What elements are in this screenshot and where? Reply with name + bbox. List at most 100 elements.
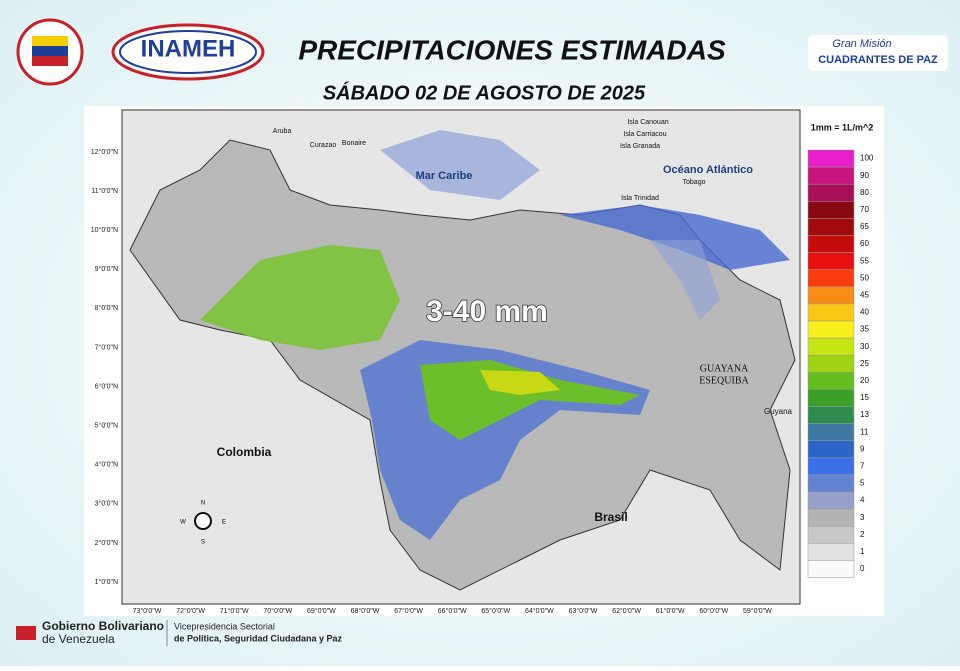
title: PRECIPITACIONES ESTIMADAS bbox=[298, 34, 726, 65]
island-label: Bonaire bbox=[342, 140, 366, 147]
lat-label: 12°0'0"N bbox=[91, 148, 118, 156]
flag-stripe bbox=[32, 56, 68, 66]
legend-swatch bbox=[807, 560, 855, 578]
flag-stripe bbox=[32, 36, 68, 46]
lat-label: 6°0'0"N bbox=[95, 382, 118, 390]
legend-label: 0 bbox=[860, 564, 865, 573]
footer-text: de Venezuela bbox=[42, 632, 115, 646]
compass-label: W bbox=[180, 520, 186, 526]
legend-swatch bbox=[807, 474, 855, 493]
inameh-ring bbox=[119, 30, 257, 74]
region-label: GUAYANA bbox=[700, 363, 749, 374]
legend-label: 55 bbox=[860, 256, 869, 265]
inameh-text: INAMEH bbox=[141, 35, 236, 62]
lat-axis: 12°0'0"N 11°0'0"N 10°0'0"N 9°0'0"N 8°0'0"N 7°… bbox=[91, 148, 118, 586]
island-label: Isla Carriacou bbox=[623, 131, 666, 138]
lat-label: 5°0'0"N bbox=[95, 422, 118, 430]
island-label: Tobago bbox=[683, 179, 706, 186]
legend-swatch bbox=[807, 389, 855, 407]
region-label: ESEQUIBA bbox=[699, 375, 749, 386]
legend-swatch bbox=[807, 235, 855, 253]
rain-area bbox=[420, 360, 640, 440]
legend-swatch bbox=[807, 337, 855, 356]
legend-label: 25 bbox=[860, 359, 869, 368]
country-label: Colombia bbox=[217, 445, 272, 459]
country-label: Brasil bbox=[594, 510, 627, 524]
lon-axis: 73°0'0"W 72°0'0"W 71°0'0"W 70°0'0"W 69°0'0"W… bbox=[133, 607, 773, 615]
gov-flag bbox=[16, 626, 36, 640]
legend-label: 65 bbox=[860, 222, 869, 231]
legend-label: 90 bbox=[860, 171, 869, 180]
legend-swatch bbox=[807, 440, 855, 459]
compass-label: S bbox=[201, 540, 205, 546]
rain-area bbox=[560, 205, 790, 270]
lon-label: 73°0'0"W bbox=[133, 607, 162, 615]
legend-swatch bbox=[807, 457, 855, 476]
lat-label: 8°0'0"N bbox=[95, 304, 118, 312]
lat-label: 7°0'0"N bbox=[95, 343, 118, 351]
island-label: Isla Canouan bbox=[627, 119, 668, 126]
lon-label: 71°0'0"W bbox=[220, 607, 249, 615]
lat-label: 9°0'0"N bbox=[95, 265, 118, 273]
lon-label: 65°0'0"W bbox=[481, 607, 510, 615]
lat-label: 3°0'0"N bbox=[95, 500, 118, 508]
lon-label: 70°0'0"W bbox=[263, 607, 292, 615]
lon-label: 67°0'0"W bbox=[394, 607, 423, 615]
legend-label: 40 bbox=[860, 308, 869, 317]
lat-label: 2°0'0"N bbox=[95, 539, 118, 547]
legend-swatch bbox=[807, 406, 855, 424]
logo-text: CUADRANTES DE PAZ bbox=[818, 54, 938, 66]
compass bbox=[194, 512, 212, 530]
logo-text: Gran Misión bbox=[832, 38, 891, 50]
lon-label: 59°0'0"W bbox=[743, 607, 772, 615]
legend-swatch bbox=[807, 491, 855, 510]
legend-label: 2 bbox=[860, 530, 865, 539]
legend-unit: 1mm = 1L/m^2 bbox=[811, 122, 874, 132]
legend-swatch bbox=[807, 218, 855, 236]
legend-label: 3 bbox=[860, 513, 865, 522]
legend-swatch bbox=[807, 508, 855, 527]
flag-stripe bbox=[32, 46, 68, 56]
lat-label: 1°0'0"N bbox=[95, 578, 118, 586]
lon-label: 69°0'0"W bbox=[307, 607, 336, 615]
lon-label: 61°0'0"W bbox=[656, 607, 685, 615]
lat-label: 10°0'0"N bbox=[91, 226, 118, 234]
footer-text: Gobierno Bolivariano bbox=[42, 619, 164, 633]
legend-label: 9 bbox=[860, 444, 865, 453]
legend-swatch bbox=[807, 269, 855, 288]
island-label: Isla Trinidad bbox=[621, 195, 659, 202]
cuadrantes-logo bbox=[808, 35, 948, 71]
lon-label: 66°0'0"W bbox=[438, 607, 467, 615]
legend-label: 20 bbox=[860, 376, 869, 385]
lon-label: 72°0'0"W bbox=[176, 607, 205, 615]
compass-label: E bbox=[222, 520, 226, 526]
legend-swatch bbox=[807, 303, 855, 322]
island-label: Curazao bbox=[310, 142, 337, 149]
legend-label: 60 bbox=[860, 239, 869, 248]
lon-label: 63°0'0"W bbox=[569, 607, 598, 615]
legend-label: 5 bbox=[860, 479, 865, 488]
rain-area bbox=[650, 240, 720, 320]
legend-swatch bbox=[807, 525, 855, 544]
island-label: Isla Granada bbox=[620, 143, 660, 150]
sea-label: Mar Caribe bbox=[416, 170, 473, 182]
lat-label: 4°0'0"N bbox=[95, 461, 118, 469]
compass-label: N bbox=[201, 501, 205, 507]
legend-swatch bbox=[807, 201, 855, 219]
lon-label: 60°0'0"W bbox=[699, 607, 728, 615]
estimate-label: 3-40 mm bbox=[426, 295, 548, 328]
lon-label: 62°0'0"W bbox=[612, 607, 641, 615]
footer-text: de Política, Seguridad Ciudadana y Paz bbox=[174, 633, 343, 643]
inameh-logo bbox=[111, 23, 265, 81]
legend-label: 1 bbox=[860, 547, 865, 556]
legend-swatch bbox=[807, 252, 855, 270]
legend-label: 50 bbox=[860, 273, 869, 282]
legend-label: 30 bbox=[860, 342, 869, 351]
legend-swatch bbox=[807, 543, 855, 561]
rain-area bbox=[480, 370, 560, 395]
legend-swatch bbox=[807, 423, 855, 441]
legend-label: 4 bbox=[860, 496, 865, 505]
lon-label: 64°0'0"W bbox=[525, 607, 554, 615]
